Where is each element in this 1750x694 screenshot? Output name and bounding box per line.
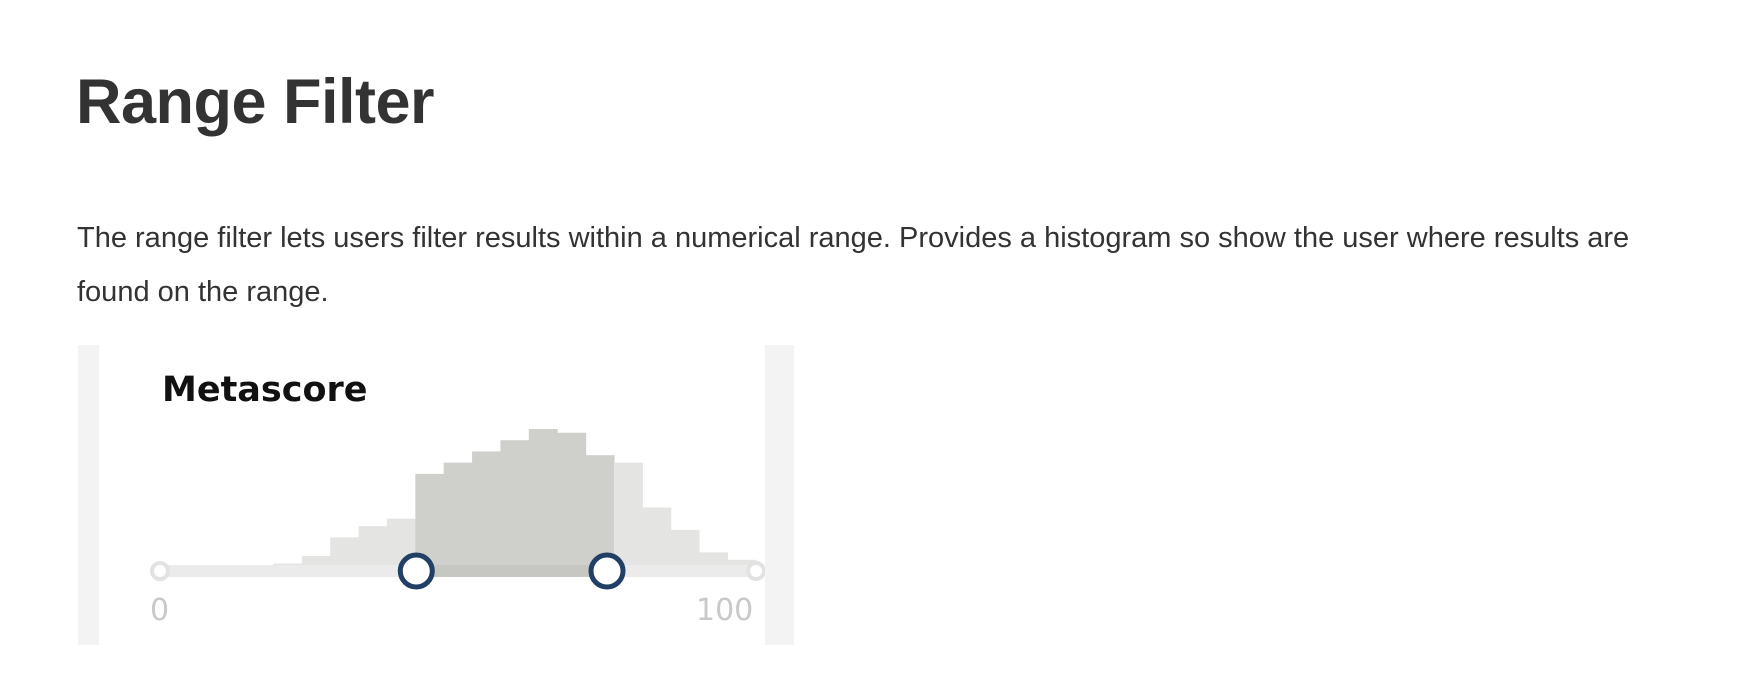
histogram-bar: [528, 429, 558, 571]
range-filter-panel: Metascore 0 100: [99, 345, 765, 645]
range-end-cap: [746, 561, 765, 581]
histogram-bar: [500, 440, 530, 571]
histogram-bar: [443, 462, 473, 571]
range-histogram: [150, 429, 765, 590]
range-start-cap: [150, 561, 170, 581]
histogram-bar: [472, 451, 502, 571]
range-filter-widget: Metascore 0 100: [78, 345, 794, 645]
histogram-bar: [613, 462, 643, 571]
histogram-bar: [642, 507, 672, 571]
page-title: Range Filter: [76, 67, 435, 137]
page-description: The range filter lets users filter resul…: [77, 222, 1630, 308]
histogram-bar: [557, 432, 587, 571]
range-track-selected: [416, 565, 607, 577]
histogram-bar: [358, 526, 388, 571]
range-handle-max[interactable]: [588, 552, 626, 590]
range-handle-min[interactable]: [397, 552, 435, 590]
range-filter-label: Metascore: [162, 370, 368, 410]
histogram-bar: [585, 455, 615, 571]
range-max-label: 100: [696, 593, 754, 628]
range-min-label: 0: [150, 593, 170, 628]
histogram-bar: [670, 529, 700, 571]
